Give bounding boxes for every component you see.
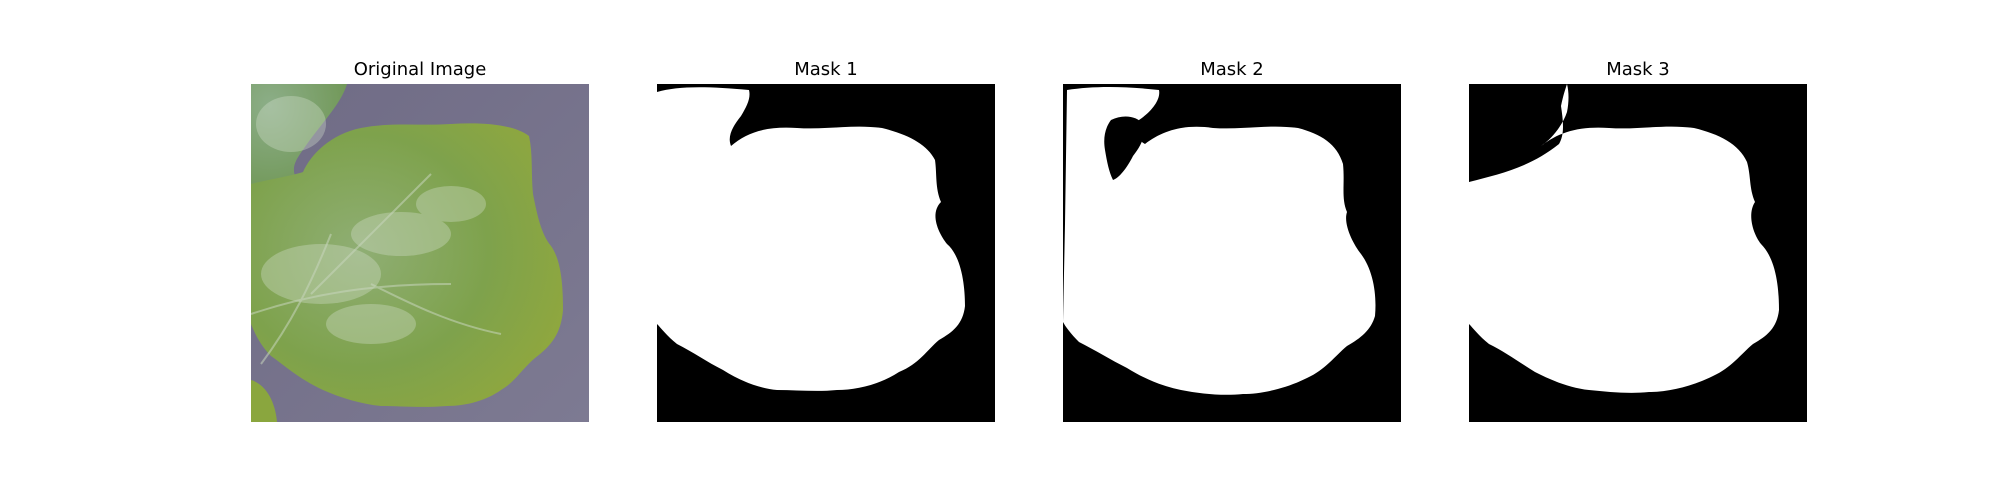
panel-mask-2: Mask 2	[1063, 0, 1401, 500]
leaf-photo	[251, 84, 589, 422]
panel-title: Mask 2	[1200, 59, 1264, 80]
panel-mask-1: Mask 1	[657, 0, 995, 500]
mask-image	[657, 84, 995, 422]
panel-title: Original Image	[353, 59, 487, 80]
mask-image	[1469, 84, 1807, 422]
panel-title: Mask 1	[794, 59, 858, 80]
mask-image	[1063, 84, 1401, 422]
panel-title: Mask 3	[1606, 59, 1670, 80]
panel-mask-3: Mask 3	[1469, 0, 1807, 500]
panel-original-image: Original Image	[251, 0, 589, 500]
